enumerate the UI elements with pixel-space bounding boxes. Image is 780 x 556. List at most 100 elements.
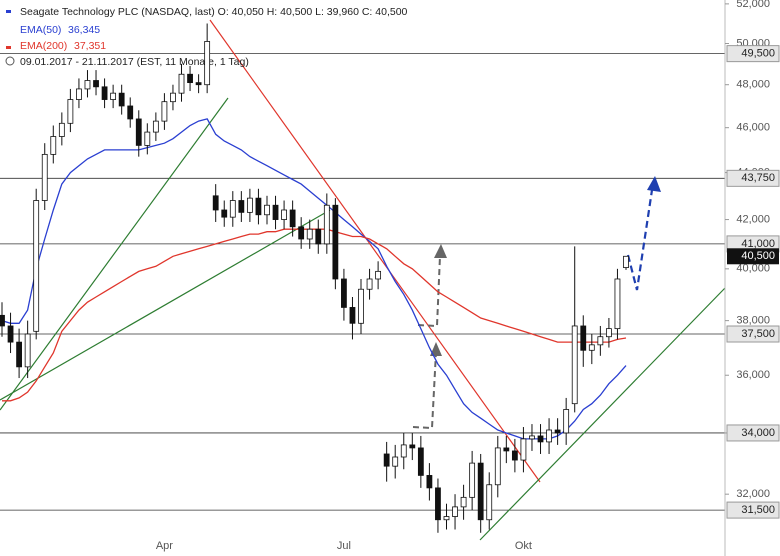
legend-label: EMA(50) [20,24,61,36]
candle-body [426,475,433,489]
candle-body [135,118,142,146]
annotations [0,19,726,541]
candle-body [221,209,228,218]
candle-body [84,80,91,90]
candle-body [503,447,510,452]
candle-body [212,195,219,211]
candle-body [58,122,65,137]
level-label: 41,000 [741,238,775,250]
y-tick-label: 52,000 [736,0,770,10]
level-box [726,501,780,519]
legend-value: 36,345 [68,24,100,36]
y-tick-label: 48,000 [736,79,770,91]
candle-body [375,270,382,280]
candle-body [50,136,57,155]
arrow-head [434,244,447,258]
candle-body [606,328,612,338]
candle-body [571,325,578,405]
projection-arrow [417,255,441,328]
candle-body [76,88,82,100]
candle-body [400,444,407,458]
support-line [479,287,726,541]
candle-body [41,153,48,201]
candle-body [529,435,535,440]
resistance-line [209,19,541,483]
candle-body [0,314,5,327]
candle-body [24,333,31,368]
candle-body [67,99,74,124]
candle-body [392,456,399,467]
candle-body [452,506,458,517]
x-tick-label: Okt [515,540,532,552]
candle-body [315,228,322,245]
level-box [726,325,780,343]
candle-body [588,344,595,351]
candle-body [563,409,570,434]
candle-body [101,86,108,100]
candle-body [494,447,501,486]
clock-icon [5,56,15,66]
level-box [726,45,780,63]
last-price-label: 40,500 [741,250,775,262]
candle-body [546,429,552,443]
projection-arrow [626,189,654,291]
last-price-box [727,248,779,265]
candle-body [383,453,390,467]
legend-value: 37,351 [74,40,106,52]
ema-line [2,228,627,402]
candle-body [178,73,185,94]
level-label: 43,750 [741,172,775,184]
chart-subtitle: 09.01.2017 - 21.11.2017 (EST, 11 Monate,… [20,56,249,68]
candle-body [580,325,587,351]
ema-line [1,118,627,440]
candle-body [93,80,99,88]
candle-body [127,105,134,120]
candle-body [477,462,484,521]
legend: Seagate Technology PLC (NASDAQ, last) O:… [5,6,408,68]
arrow-head [430,342,442,356]
candle-body [358,288,364,324]
projection-arrow [412,351,437,430]
level-label: 37,500 [741,328,775,340]
candle-body [443,516,450,521]
chart-title: Seagate Technology PLC (NASDAQ, last) O:… [20,6,408,18]
candle-body [298,226,305,240]
candle-body [229,200,236,218]
candle-body [170,92,176,103]
candle-body [187,73,193,84]
y-tick-label: 40,000 [736,263,770,275]
candle-body [144,131,151,146]
candle-body [435,487,441,521]
candle-body [238,200,245,213]
candle-body [417,447,424,476]
candle-body [289,209,296,228]
candle-body [332,204,339,280]
x-tick-label: Apr [156,540,173,552]
level-box [726,169,780,187]
candle-body [341,278,347,308]
arrow-head [647,176,661,192]
support-line [0,209,331,401]
candle-body [554,429,561,434]
y-tick-label: 32,000 [736,488,770,500]
candle-body [161,101,168,122]
candle-body [520,438,527,461]
candle-body [306,228,313,240]
legend-swatch [6,46,11,49]
candle-body [460,496,467,508]
level-box [726,424,780,442]
candle-body [204,41,211,86]
legend-swatch [6,10,11,13]
support-line [0,97,229,411]
level-label: 49,500 [741,48,775,60]
candle-body [118,92,125,107]
candle-body [614,278,621,330]
candle-body [264,204,270,216]
candle-body [537,435,544,443]
candle-body [409,444,416,449]
candle-body [195,82,202,86]
candle-body [7,325,14,343]
candle-body [623,255,629,268]
